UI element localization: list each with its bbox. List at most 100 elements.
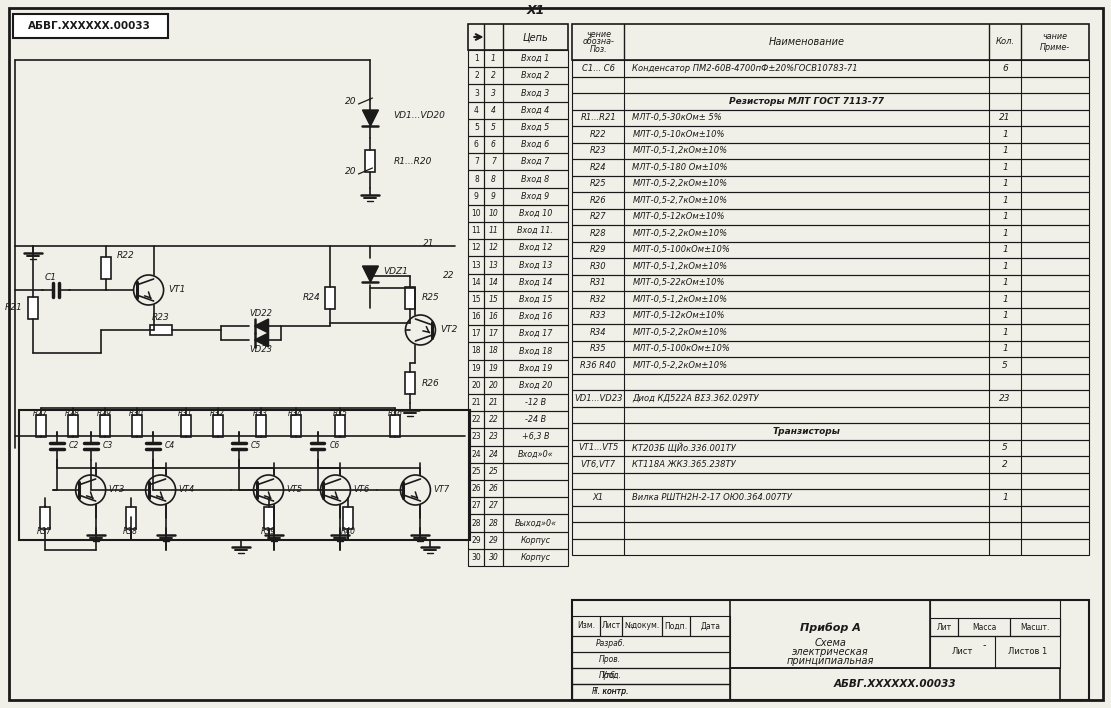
Bar — [503, 50, 569, 67]
Text: R21: R21 — [4, 304, 22, 312]
Bar — [406, 372, 416, 394]
Text: R36: R36 — [388, 409, 403, 418]
Text: Поз.: Поз. — [590, 45, 607, 54]
Bar — [572, 324, 1089, 341]
Text: 30: 30 — [489, 553, 498, 562]
Text: 19: 19 — [471, 364, 481, 372]
Text: 4: 4 — [491, 105, 496, 115]
Text: 10: 10 — [489, 209, 498, 218]
Text: МЛТ-0,5-10кОм±10%: МЛТ-0,5-10кОм±10% — [632, 130, 724, 139]
Bar — [390, 415, 400, 437]
Bar — [572, 176, 1089, 192]
Text: Вход 20: Вход 20 — [519, 381, 552, 390]
Text: VT6,VT7: VT6,VT7 — [581, 459, 615, 469]
Text: 14: 14 — [471, 278, 481, 287]
Text: VT6: VT6 — [353, 486, 370, 494]
Bar — [572, 668, 730, 684]
Bar — [68, 415, 78, 437]
Text: R37: R37 — [37, 527, 52, 537]
Bar — [503, 291, 569, 308]
Text: R25: R25 — [421, 294, 439, 302]
Text: 20: 20 — [346, 96, 357, 105]
Text: R23: R23 — [152, 314, 170, 323]
Bar — [326, 287, 336, 309]
Text: Вход 8: Вход 8 — [521, 174, 550, 183]
Bar — [126, 507, 136, 529]
Text: Вход 11.: Вход 11. — [518, 226, 553, 235]
Text: Конденсатор ПМ2-60В-4700пФ±20%ГОСВ10783-71: Конденсатор ПМ2-60В-4700пФ±20%ГОСВ10783-… — [632, 64, 858, 73]
Text: Н. контр.: Н. контр. — [592, 687, 629, 697]
Text: №докум.: №докум. — [624, 622, 660, 631]
Text: 5: 5 — [1002, 361, 1008, 370]
Text: чение: чение — [585, 30, 611, 40]
Bar — [469, 308, 484, 325]
Text: 1: 1 — [1002, 179, 1008, 188]
Text: R27: R27 — [590, 212, 607, 221]
Text: 1: 1 — [1002, 147, 1008, 155]
Text: 24: 24 — [489, 450, 498, 459]
Bar — [484, 394, 503, 411]
Text: Лит: Лит — [937, 622, 952, 632]
Bar — [484, 67, 503, 84]
Text: 22: 22 — [489, 416, 498, 424]
Bar — [100, 415, 110, 437]
Bar — [484, 515, 503, 532]
Bar — [572, 208, 1089, 225]
Bar — [503, 273, 569, 291]
Bar — [572, 616, 600, 636]
Bar — [572, 241, 1089, 258]
Bar — [469, 445, 484, 463]
Bar — [503, 360, 569, 377]
Bar — [572, 668, 730, 684]
Text: R36 R40: R36 R40 — [580, 361, 617, 370]
Text: МЛТ-0,5-100кОм±10%: МЛТ-0,5-100кОм±10% — [632, 344, 730, 353]
Text: 20: 20 — [346, 166, 357, 176]
Bar — [503, 377, 569, 394]
Text: VT1: VT1 — [169, 285, 186, 295]
Text: 1: 1 — [1002, 212, 1008, 221]
Bar — [572, 126, 1089, 142]
Bar — [469, 188, 484, 205]
Text: R25: R25 — [590, 179, 607, 188]
Text: R28: R28 — [66, 409, 80, 418]
Bar — [336, 415, 346, 437]
Bar — [484, 291, 503, 308]
Bar — [484, 153, 503, 171]
Text: R27: R27 — [33, 409, 48, 418]
Bar — [503, 480, 569, 497]
Polygon shape — [254, 319, 269, 333]
Text: 11: 11 — [472, 226, 481, 235]
Bar — [572, 258, 1089, 275]
Bar — [572, 110, 1089, 126]
Bar — [469, 273, 484, 291]
Bar — [622, 616, 662, 636]
Bar — [484, 84, 503, 102]
Text: 1: 1 — [474, 54, 479, 63]
Bar — [503, 532, 569, 549]
Text: C2: C2 — [69, 440, 79, 450]
Text: Цепь: Цепь — [522, 32, 548, 42]
Text: МЛТ-0,5-2,2кОм±10%: МЛТ-0,5-2,2кОм±10% — [632, 328, 728, 337]
Bar — [469, 256, 484, 273]
Text: 21: 21 — [999, 113, 1011, 122]
Text: 1: 1 — [1002, 245, 1008, 254]
Text: 1: 1 — [1002, 312, 1008, 320]
Text: 5: 5 — [491, 123, 496, 132]
Bar — [469, 463, 484, 480]
Bar — [503, 394, 569, 411]
Bar — [101, 257, 111, 279]
Text: МЛТ-0,5-22кОм±10%: МЛТ-0,5-22кОм±10% — [632, 278, 724, 287]
Bar — [1010, 618, 1060, 636]
Text: 21: 21 — [489, 398, 498, 407]
Bar — [572, 600, 1089, 700]
Text: МЛТ-0,5-2,2кОм±10%: МЛТ-0,5-2,2кОм±10% — [632, 361, 728, 370]
Text: R24: R24 — [590, 163, 607, 172]
Text: R1...R20: R1...R20 — [393, 156, 432, 166]
Text: Корпус: Корпус — [520, 553, 550, 562]
Bar — [572, 684, 730, 700]
Bar — [469, 325, 484, 343]
Text: 28: 28 — [489, 518, 498, 527]
Bar — [503, 445, 569, 463]
Bar — [469, 343, 484, 360]
Text: Прибор А: Прибор А — [800, 623, 861, 633]
